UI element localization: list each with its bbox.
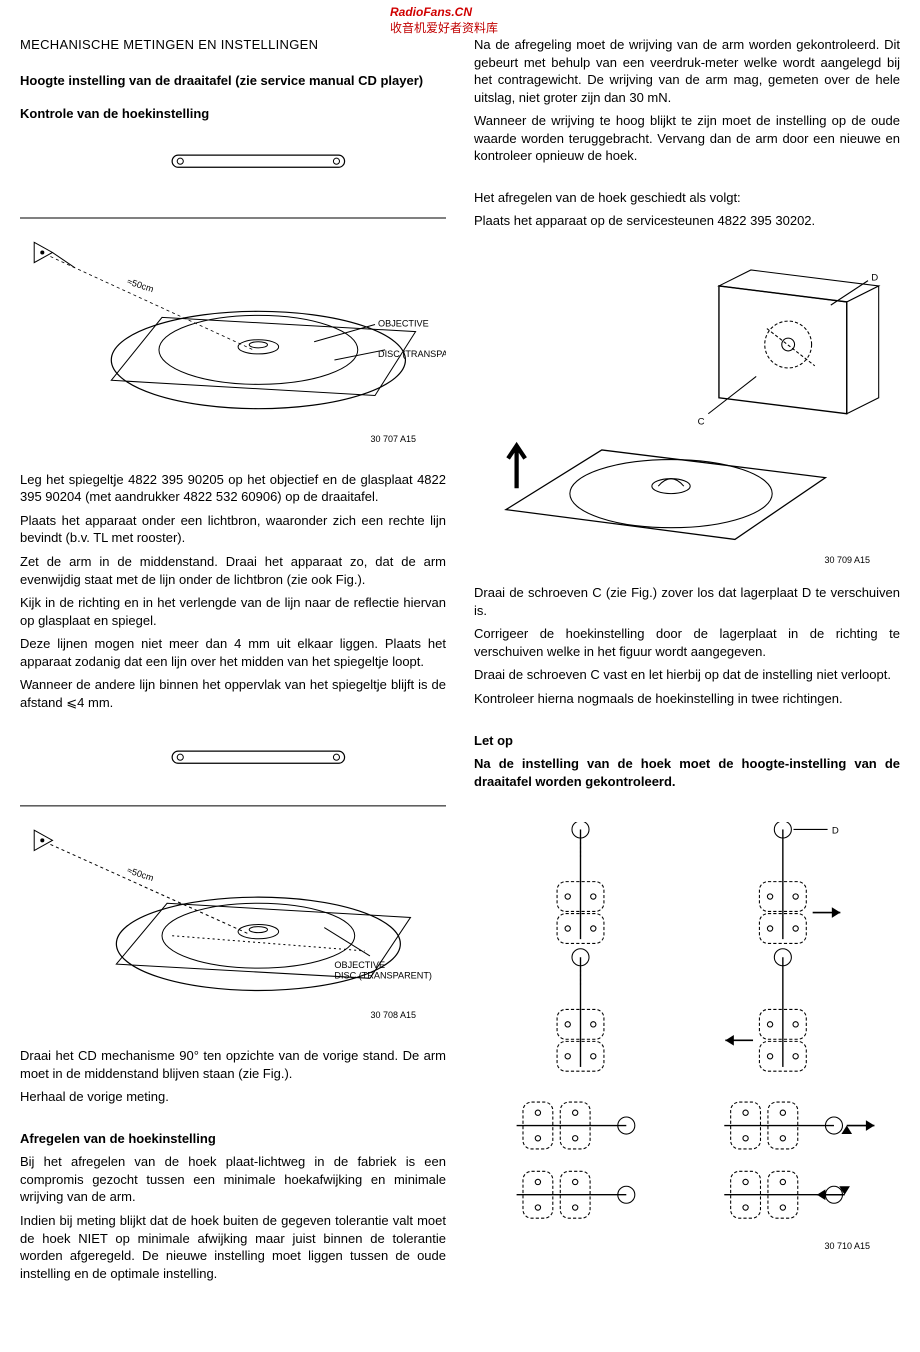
left-p9: Bij het afregelen van de hoek plaat-lich… [20, 1153, 446, 1206]
left-p10: Indien bij meting blijkt dat de hoek bui… [20, 1212, 446, 1282]
fig3-caption: 30 709 A15 [474, 554, 900, 566]
figure-adjust-grid: D [474, 822, 900, 1237]
right-p8: Kontroleer hierna nogmaals de hoekinstel… [474, 690, 900, 708]
left-p1: Leg het spiegeltje 4822 395 90205 op het… [20, 471, 446, 506]
fig4-label-d: D [832, 826, 839, 837]
right-p7: Draai de schroeven C vast en let hierbij… [474, 666, 900, 684]
watermark: RadioFans.CN 收音机爱好者资料库 [390, 4, 498, 36]
fig3-label-d: D [871, 273, 878, 284]
heading-kontrole: Kontrole van de hoekinstelling [20, 105, 446, 123]
left-p6: Wanneer de andere lijn binnen het opperv… [20, 676, 446, 711]
fig3-label-c: C [698, 416, 705, 427]
left-p5: Deze lijnen mogen niet meer dan 4 mm uit… [20, 635, 446, 670]
page-columns: MECHANISCHE METINGEN EN INSTELLINGEN Hoo… [20, 36, 900, 1288]
heading-note: Na de instelling van de hoek moet de hoo… [474, 755, 900, 790]
fig1-dist: ≈50cm [126, 276, 155, 294]
right-column: Na de afregeling moet de wrijving van de… [474, 36, 900, 1288]
fig1-disc: DISC (TRANSPARENT) [378, 349, 446, 359]
right-p1: Na de afregeling moet de wrijving van de… [474, 36, 900, 106]
right-p6: Corrigeer de hoekinstelling door de lage… [474, 625, 900, 660]
right-p3: Het afregelen van de hoek geschiedt als … [474, 189, 900, 207]
left-p2: Plaats het apparaat onder een lichtbron,… [20, 512, 446, 547]
section-title: MECHANISCHE METINGEN EN INSTELLINGEN [20, 36, 446, 54]
fig1-caption: 30 707 A15 [20, 433, 446, 445]
left-p7: Draai het CD mechanisme 90° ten opzichte… [20, 1047, 446, 1082]
fig2-objective: OBJECTIVE [334, 961, 385, 971]
right-p2: Wanneer de wrijving te hoog blijkt te zi… [474, 112, 900, 165]
heading-afregelen: Afregelen van de hoekinstelling [20, 1130, 446, 1148]
fig4-caption: 30 710 A15 [474, 1240, 900, 1252]
figure-disc-2: ≈50cm OBJECTIVE DISC (TRANSPARENT) [20, 743, 446, 1007]
fig1-objective: OBJECTIVE [378, 318, 429, 328]
figure-disc-1: ≈50cm OBJECTIVE DISC (TRANSPARENT) [20, 147, 446, 431]
right-p5: Draai de schroeven C (zie Fig.) zover lo… [474, 584, 900, 619]
heading-hoogte: Hoogte instelling van de draaitafel (zie… [20, 72, 446, 90]
left-column: MECHANISCHE METINGEN EN INSTELLINGEN Hoo… [20, 36, 446, 1288]
figure-mechanism-iso: C D [474, 254, 900, 552]
heading-letop: Let op [474, 732, 900, 750]
left-p8: Herhaal de vorige meting. [20, 1088, 446, 1106]
left-p4: Kijk in de richting en in het verlengde … [20, 594, 446, 629]
left-p3: Zet de arm in de middenstand. Draai het … [20, 553, 446, 588]
right-p4: Plaats het apparaat op de servicesteunen… [474, 212, 900, 230]
fig2-caption: 30 708 A15 [20, 1009, 446, 1021]
watermark-line2: 收音机爱好者资料库 [390, 20, 498, 36]
watermark-line1: RadioFans.CN [390, 4, 498, 20]
fig2-disc: DISC (TRANSPARENT) [334, 971, 432, 981]
